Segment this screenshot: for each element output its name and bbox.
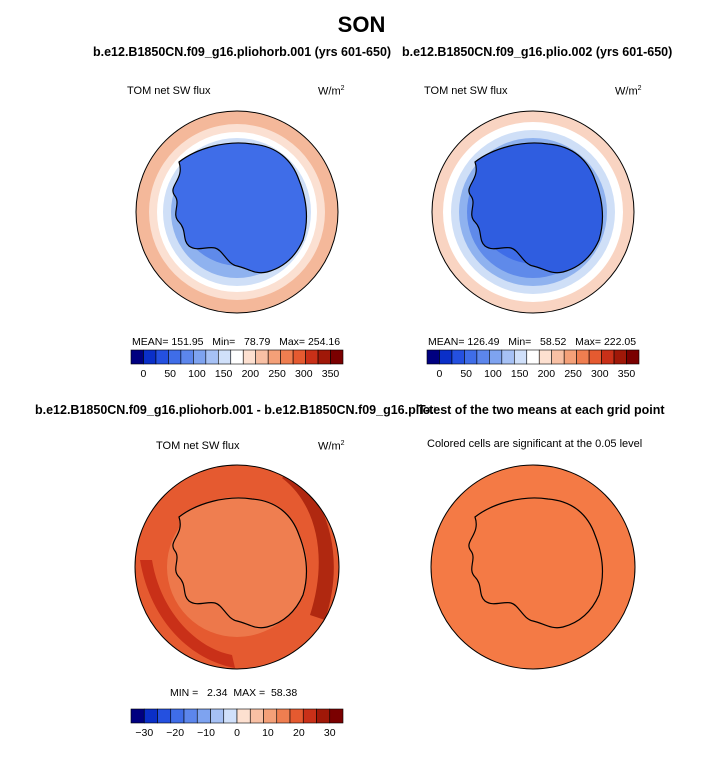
panel-2-units: W/m2 bbox=[615, 85, 642, 98]
panel-3-colorbar-swatch bbox=[223, 708, 238, 724]
panel-2-colorbar-swatch bbox=[551, 349, 565, 365]
panel-2-colorbar-swatch bbox=[613, 349, 627, 365]
panel-1-colorbar-swatch bbox=[180, 349, 194, 365]
panel-1-colorbar-swatch bbox=[330, 349, 344, 365]
panel-3-colorbar-swatch bbox=[263, 708, 278, 724]
panel-1-colorbar-tick-label: 0 bbox=[141, 368, 147, 380]
panel-1-colorbar-swatch bbox=[267, 349, 281, 365]
panel-2-colorbar-swatch bbox=[489, 349, 503, 365]
panel-1-units: W/m2 bbox=[318, 85, 345, 98]
panel-3-units: W/m2 bbox=[318, 440, 345, 453]
panel-3-stats: MIN = 2.34 MAX = 58.38 bbox=[170, 687, 298, 699]
panel-1-colorbar-swatch bbox=[217, 349, 232, 365]
panel-3-title: b.e12.B1850CN.f09_g16.pliohorb.001 - b.e… bbox=[35, 403, 435, 417]
panel-1-colorbar-swatch bbox=[280, 349, 294, 365]
panel-3-colorbar-tick-label: −30 bbox=[135, 727, 153, 739]
panel-1-colorbar-tick-label: 200 bbox=[242, 368, 260, 380]
panel-3-colorbar-swatch bbox=[183, 708, 198, 724]
panel-1-colorbar-swatch bbox=[242, 349, 257, 365]
panel-2-colorbar-swatch bbox=[451, 349, 465, 365]
panel-2-variable-label: TOM net SW flux bbox=[424, 85, 508, 97]
panel-3-colorbar-tick-label: −20 bbox=[166, 727, 184, 739]
panel-1-title: b.e12.B1850CN.f09_g16.pliohorb.001 (yrs … bbox=[93, 45, 392, 59]
panel-3-colorbar-swatch bbox=[196, 708, 211, 724]
panel-1-colorbar-tick-label: 350 bbox=[322, 368, 340, 380]
panel-2-colorbar-swatch bbox=[513, 349, 528, 365]
panel-2-colorbar: 0 50 100 150 200 250 300 350 bbox=[426, 349, 640, 380]
panel-2-colorbar-tick-label: 350 bbox=[618, 368, 636, 380]
panel-2-colorbar-tick-label: 50 bbox=[460, 368, 472, 380]
panel-1-map bbox=[135, 110, 339, 314]
panel-3-colorbar-swatch bbox=[130, 708, 145, 724]
panel-1-colorbar-tick-label: 50 bbox=[164, 368, 176, 380]
panel-2-colorbar-swatch bbox=[576, 349, 590, 365]
panel-1-colorbar-swatch bbox=[130, 349, 144, 365]
panel-3-colorbar-swatch bbox=[289, 708, 304, 724]
panel-3-colorbar-swatch bbox=[329, 708, 344, 724]
panel-3-colorbar-tick-label: 0 bbox=[234, 727, 240, 739]
panel-1-variable-label: TOM net SW flux bbox=[127, 85, 211, 97]
panel-1-colorbar-swatch bbox=[143, 349, 157, 365]
panel-2-colorbar-swatch bbox=[464, 349, 478, 365]
panel-4-subtitle: Colored cells are significant at the 0.0… bbox=[427, 438, 643, 450]
figure-title: SON bbox=[337, 12, 386, 37]
panel-3-colorbar-tick-label: 10 bbox=[262, 727, 274, 739]
panel-3-colorbar-swatch bbox=[157, 708, 172, 724]
panel-2-colorbar-tick-label: 0 bbox=[437, 368, 443, 380]
panel-3-map bbox=[134, 464, 340, 670]
panel-3-colorbar-swatch bbox=[236, 708, 251, 724]
panel-3-variable-label: TOM net SW flux bbox=[156, 440, 240, 452]
panel-1-colorbar-swatch bbox=[155, 349, 169, 365]
panel-3-colorbar-tick-label: −10 bbox=[197, 727, 215, 739]
panel-3-colorbar-swatch bbox=[170, 708, 185, 724]
panel-3-colorbar-tick-label: 20 bbox=[293, 727, 305, 739]
panel-2-colorbar-tick-label: 250 bbox=[564, 368, 582, 380]
panel-3-colorbar-swatch bbox=[143, 708, 158, 724]
panel-1-colorbar-tick-label: 150 bbox=[215, 368, 233, 380]
panel-3-colorbar: −30 −20 −10 0 10 20 30 bbox=[130, 708, 344, 739]
panel-2-colorbar-swatch bbox=[626, 349, 640, 365]
panel-2-colorbar-tick-label: 100 bbox=[484, 368, 502, 380]
panel-2-colorbar-tick-label: 300 bbox=[591, 368, 609, 380]
panel-2-title: b.e12.B1850CN.f09_g16.plio.002 (yrs 601-… bbox=[402, 45, 673, 59]
panel-1-colorbar-tick-label: 300 bbox=[295, 368, 313, 380]
panel-2-colorbar-swatch bbox=[563, 349, 577, 365]
panel-2-colorbar-swatch bbox=[588, 349, 602, 365]
panel-3-colorbar-swatch bbox=[210, 708, 225, 724]
panel-1-colorbar-tick-label: 250 bbox=[268, 368, 286, 380]
panel-2-colorbar-swatch bbox=[476, 349, 490, 365]
panel-4-map bbox=[430, 464, 636, 670]
panel-3-colorbar-swatch bbox=[302, 708, 317, 724]
panel-1-colorbar-swatch bbox=[305, 349, 319, 365]
panel-2-colorbar-swatch bbox=[439, 349, 453, 365]
panel-1-colorbar-swatch bbox=[317, 349, 331, 365]
panel-3-colorbar-swatch bbox=[249, 708, 264, 724]
panel-2-stats: MEAN= 126.49 Min= 58.52 Max= 222.05 bbox=[428, 336, 637, 348]
panel-3-colorbar-swatch bbox=[276, 708, 291, 724]
panel-2-colorbar-tick-label: 200 bbox=[538, 368, 556, 380]
panel-2-colorbar-swatch bbox=[601, 349, 615, 365]
panel-2-map bbox=[431, 110, 635, 314]
panel-1-colorbar-swatch bbox=[292, 349, 306, 365]
panel-4-title: T-test of the two means at each grid poi… bbox=[418, 403, 665, 417]
panel-2-colorbar-tick-label: 150 bbox=[511, 368, 529, 380]
panel-1-colorbar-swatch bbox=[230, 349, 244, 365]
panel-2-colorbar-swatch bbox=[501, 349, 515, 365]
panel-1-colorbar: 0 50 100 150 200 250 300 350 bbox=[130, 349, 344, 380]
panel-2-colorbar-swatch bbox=[526, 349, 540, 365]
panel-1-colorbar-swatch bbox=[255, 349, 269, 365]
panel-1-colorbar-swatch bbox=[193, 349, 207, 365]
panel-3-colorbar-tick-label: 30 bbox=[324, 727, 336, 739]
panel-1-colorbar-tick-label: 100 bbox=[188, 368, 206, 380]
panel-1-colorbar-swatch bbox=[168, 349, 182, 365]
panel-2-colorbar-swatch bbox=[426, 349, 440, 365]
panel-1-colorbar-swatch bbox=[205, 349, 219, 365]
panel-2-colorbar-swatch bbox=[538, 349, 553, 365]
panel-1-stats: MEAN= 151.95 Min= 78.79 Max= 254.16 bbox=[132, 336, 341, 348]
panel-3-colorbar-swatch bbox=[316, 708, 331, 724]
